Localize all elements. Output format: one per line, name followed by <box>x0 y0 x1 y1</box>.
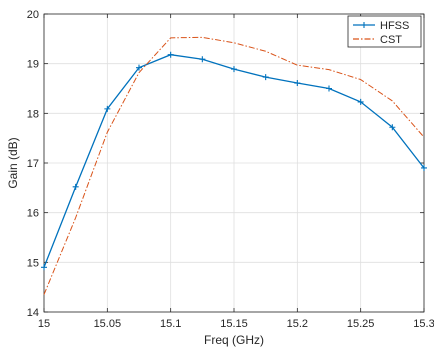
data-point-hfss <box>167 51 174 58</box>
data-point-hfss <box>41 264 47 271</box>
y-tick-label: 20 <box>27 9 39 21</box>
x-tick-label: 15.2 <box>287 318 308 330</box>
y-tick-label: 19 <box>27 59 39 71</box>
y-tick-label: 14 <box>27 307 39 319</box>
y-tick-label: 17 <box>27 158 39 170</box>
series-line-cst <box>43 36 425 295</box>
x-tick-label: 15 <box>38 318 50 330</box>
legend-box <box>347 15 422 48</box>
x-tick-label: 15.25 <box>347 318 375 330</box>
data-point-hfss <box>104 105 111 112</box>
y-tick-label: 15 <box>27 257 39 269</box>
x-tick-label: 15.05 <box>94 318 122 330</box>
data-point-hfss <box>294 80 301 87</box>
x-tick-label: 15.15 <box>220 318 248 330</box>
data-point-hfss <box>72 183 79 190</box>
x-axis-label: Freq (GHz) <box>204 333 264 347</box>
x-tick-label: 15.3 <box>413 318 434 330</box>
legend-marker-hfss <box>361 22 367 28</box>
data-point-hfss <box>357 98 364 105</box>
data-point-hfss <box>421 164 427 171</box>
data-point-hfss <box>389 124 396 131</box>
legend-label-hfss: HFSS <box>380 20 409 32</box>
data-point-hfss <box>231 66 237 73</box>
y-axis-label: Gain (dB) <box>6 137 20 188</box>
y-tick-label: 16 <box>27 208 39 220</box>
data-point-hfss <box>136 64 142 71</box>
legend-label-cst: CST <box>380 34 402 46</box>
x-tick-label: 15.1 <box>160 318 181 330</box>
data-point-hfss <box>326 85 332 92</box>
axis-ticks: 15 15.05 15.1 15.15 15.2 15.25 15.314151617181… <box>27 9 434 330</box>
data-point-hfss <box>199 56 206 63</box>
series-group <box>41 36 427 295</box>
legend: HFSS CST <box>347 15 422 48</box>
y-tick-label: 18 <box>27 108 39 120</box>
data-point-hfss <box>262 74 269 81</box>
